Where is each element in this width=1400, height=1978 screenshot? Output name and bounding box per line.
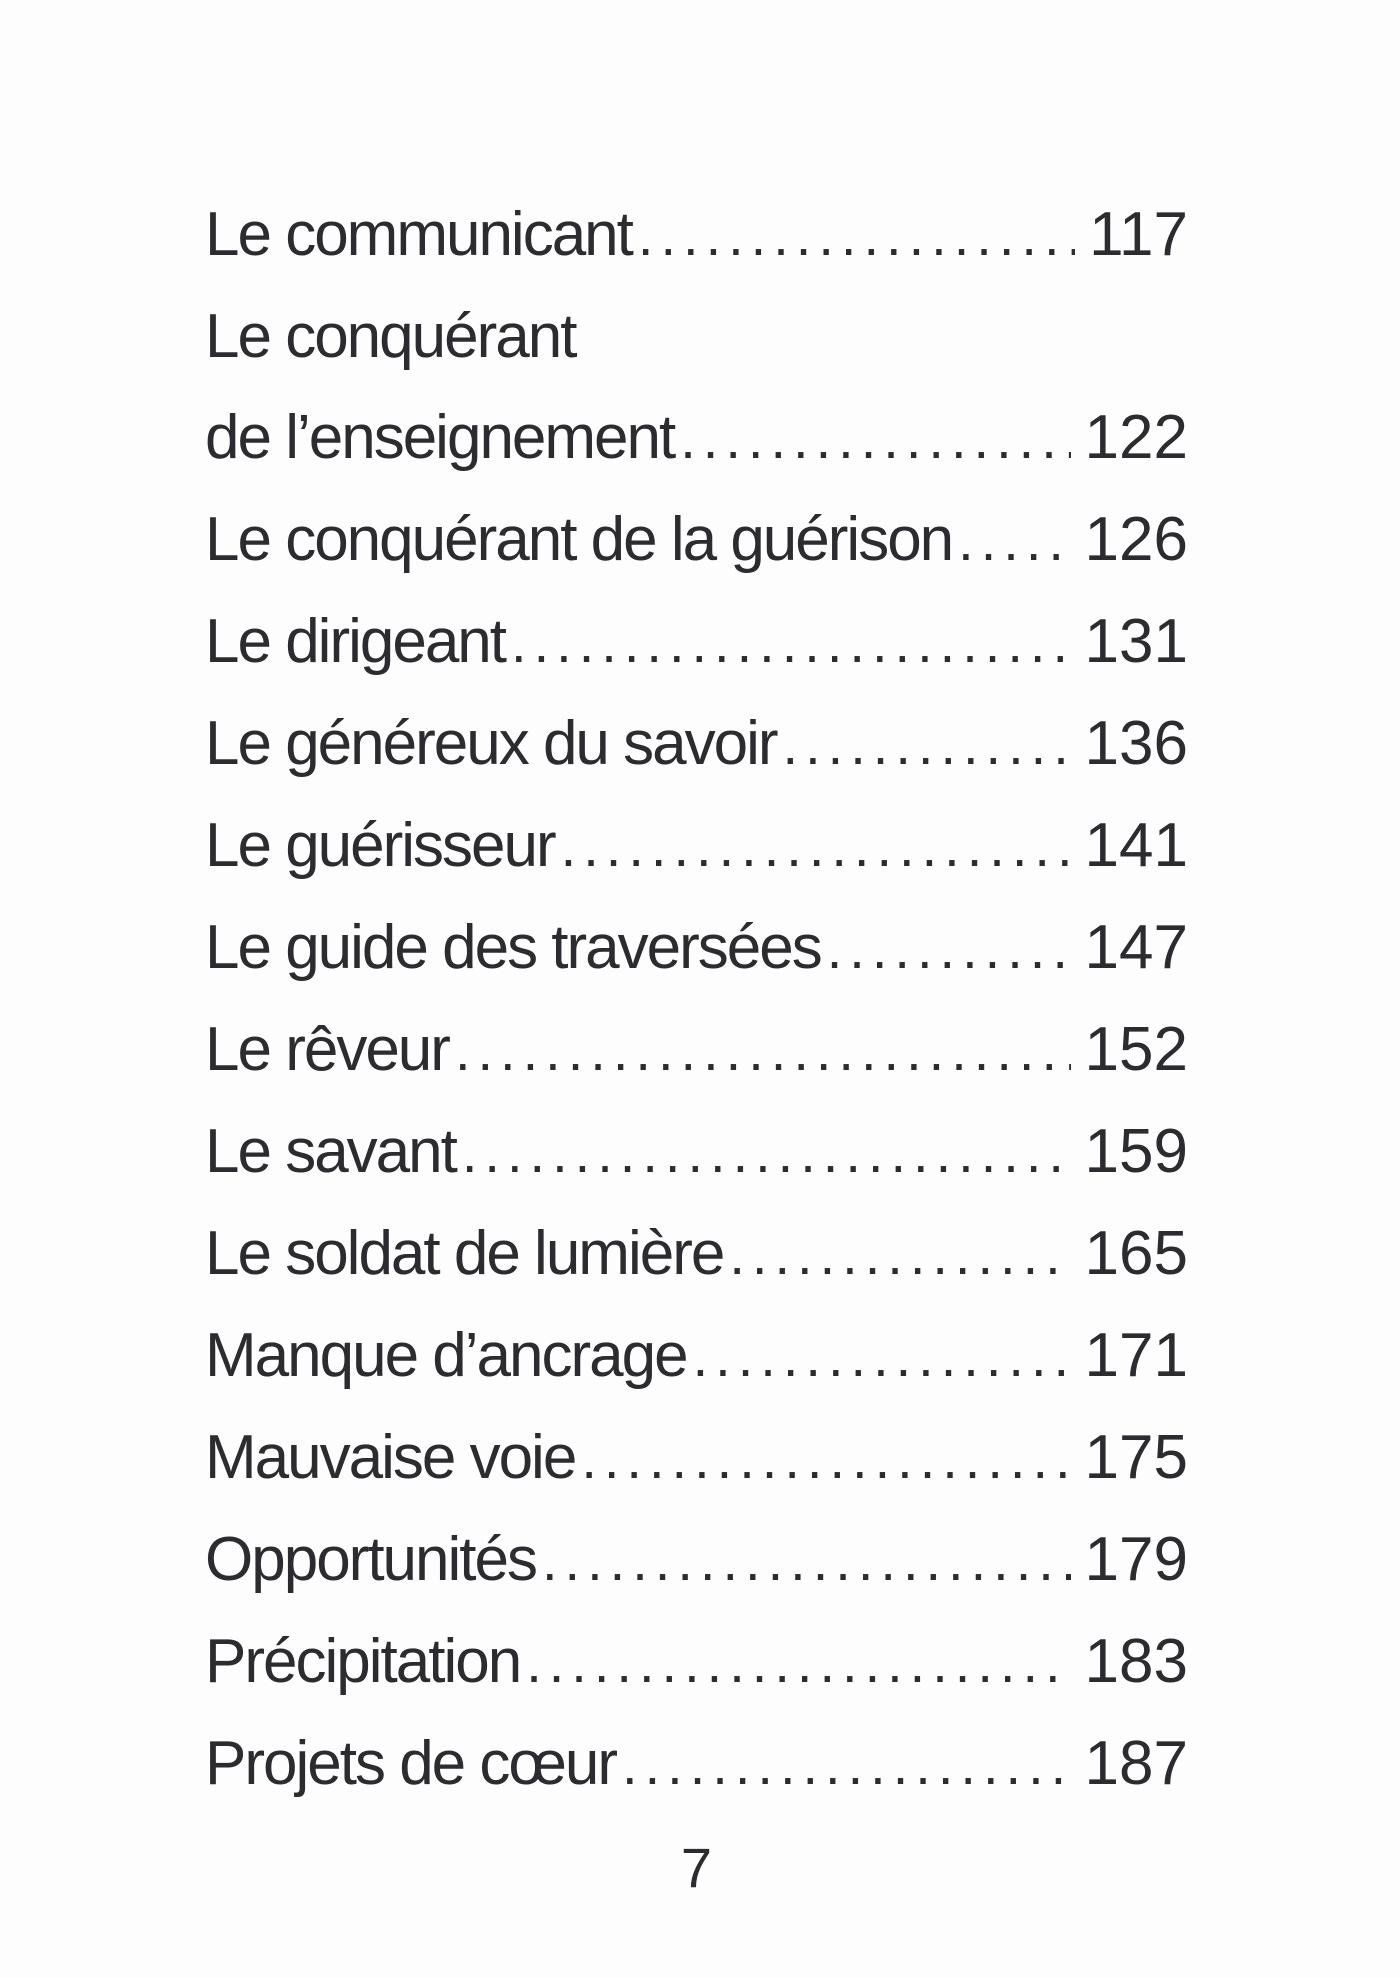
toc-entry: Mauvaise voie 175 <box>205 1407 1188 1509</box>
toc-entry-page: 183 <box>1084 1627 1188 1696</box>
toc-entry-page: 152 <box>1084 1015 1188 1084</box>
toc-entry-continuation: de l’enseignement 122 <box>205 387 1188 489</box>
toc-entry: Le guérisseur 141 <box>205 795 1188 897</box>
toc-entry-label: Le guérisseur <box>205 811 557 880</box>
toc-entry-page: 117 <box>1089 200 1188 269</box>
toc-entry-page: 136 <box>1084 709 1188 778</box>
toc-entry: Le conquérant <box>205 286 1188 387</box>
toc-entry-label: Le soldat de lumière <box>205 1219 725 1288</box>
toc-entry-page: 131 <box>1084 607 1188 676</box>
toc-entry-label: Le conquérant de la guérison <box>205 505 954 574</box>
toc-entry-page: 179 <box>1084 1525 1188 1594</box>
toc-entry-page: 165 <box>1084 1219 1188 1288</box>
toc-entry: Opportunités 179 <box>205 1509 1188 1611</box>
toc-entry-label: Le conquérant <box>205 302 577 371</box>
dot-leader <box>827 897 1071 999</box>
toc-entry-page: 187 <box>1084 1729 1188 1798</box>
toc-entry-label: Mauvaise voie <box>205 1423 577 1492</box>
toc-entry: Le soldat de lumière 165 <box>205 1203 1188 1305</box>
dot-leader <box>638 184 1075 286</box>
toc-entry: Précipitation 183 <box>205 1611 1188 1713</box>
toc-entry: Le savant 159 <box>205 1101 1188 1203</box>
toc-entry: Le conquérant de la guérison 126 <box>205 489 1188 591</box>
toc-entry-page: 141 <box>1084 811 1188 880</box>
toc-entry-label: Précipitation <box>205 1627 522 1696</box>
toc-entry-label: Le dirigeant <box>205 607 507 676</box>
toc-entry: Le généreux du savoir 136 <box>205 693 1188 795</box>
toc-entry-label: Le rêveur <box>205 1015 451 1084</box>
toc-entry-label: Le savant <box>205 1117 458 1186</box>
dot-leader <box>526 1611 1070 1713</box>
toc-entry: Le rêveur 152 <box>205 999 1188 1101</box>
toc-entry: Manque d’ancrage 171 <box>205 1305 1188 1407</box>
toc-entry: Le dirigeant 131 <box>205 591 1188 693</box>
toc-entry-page: 122 <box>1084 403 1188 472</box>
dot-leader <box>958 489 1070 591</box>
dot-leader <box>511 591 1071 693</box>
toc-entry-label: Opportunités <box>205 1525 538 1594</box>
toc-entry-page: 171 <box>1084 1321 1188 1390</box>
toc-entry: Projets de cœur 187 <box>205 1713 1188 1815</box>
toc-entry-page: 147 <box>1084 913 1188 982</box>
toc-entry-label: Le généreux du savoir <box>205 709 779 778</box>
toc-entry-page: 175 <box>1084 1423 1188 1492</box>
dot-leader <box>729 1203 1070 1305</box>
page-number: 7 <box>680 1836 713 1899</box>
dot-leader <box>622 1713 1071 1815</box>
dot-leader <box>783 693 1071 795</box>
dot-leader <box>462 1101 1071 1203</box>
table-of-contents: Le communicant 117 Le conquérant de l’en… <box>205 184 1188 1815</box>
dot-leader <box>680 387 1070 489</box>
dot-leader <box>561 795 1071 897</box>
toc-entry-label: Projets de cœur <box>205 1729 618 1798</box>
dot-leader <box>455 999 1071 1101</box>
dot-leader <box>693 1305 1071 1407</box>
dot-leader <box>542 1509 1071 1611</box>
toc-entry-page: 159 <box>1084 1117 1188 1186</box>
toc-entry-page: 126 <box>1084 505 1188 574</box>
dot-leader <box>581 1407 1070 1509</box>
toc-entry-label: Manque d’ancrage <box>205 1321 689 1390</box>
toc-entry: Le guide des traversées 147 <box>205 897 1188 999</box>
toc-entry-label: Le communicant <box>205 200 634 269</box>
toc-entry-label: de l’enseignement <box>205 403 676 472</box>
toc-entry-label: Le guide des traversées <box>205 913 823 982</box>
toc-entry: Le communicant 117 <box>205 184 1188 286</box>
